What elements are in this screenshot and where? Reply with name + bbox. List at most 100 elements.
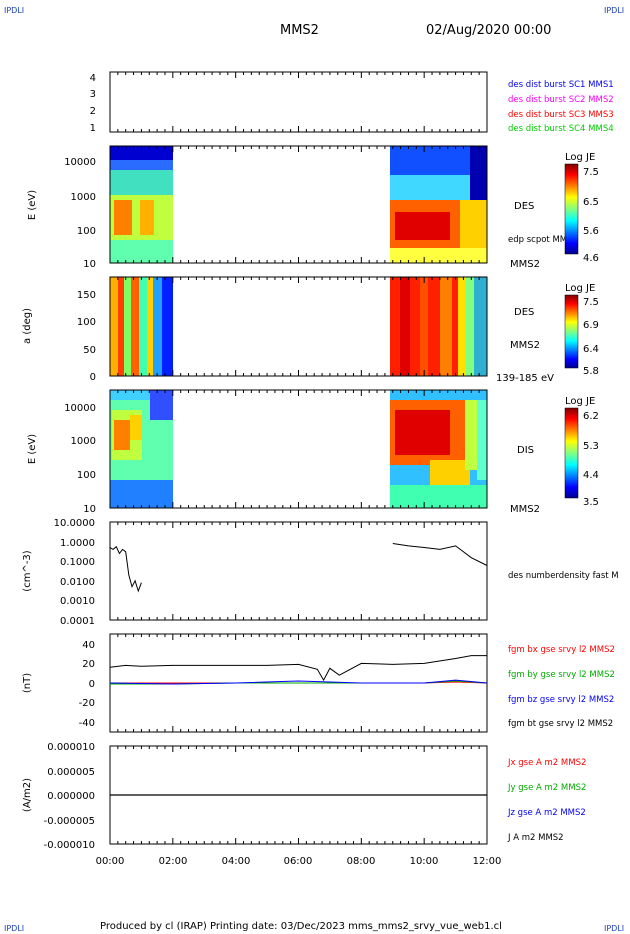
panel4-cbar-tick: 4.4 xyxy=(583,470,599,481)
x-tick-label: 04:00 xyxy=(222,856,251,867)
legend-fgm-bz: fgm bz gse srvy l2 MMS2 xyxy=(508,695,614,705)
panel3-ytick: 100 xyxy=(77,317,96,328)
bt-line xyxy=(109,655,487,682)
panel2-des-label: DES xyxy=(514,201,534,212)
panel2-cbar-tick: 7.5 xyxy=(583,167,599,178)
panel7-ytick: -0.000005 xyxy=(44,816,95,827)
panel3-des-label: DES xyxy=(514,307,534,318)
panel-electron-density: (cm^-3) 10.0000 1.0000 0.1000 0.0100 0.0… xyxy=(22,518,619,627)
des-energy-block-2 xyxy=(390,146,487,263)
panel6-ylabel: (nT) xyxy=(22,673,33,693)
dis-energy-block-2 xyxy=(390,390,487,508)
panel3-cbar-tick: 7.5 xyxy=(583,297,599,308)
panel-des-energy-spectrogram: E (eV) 10000 1000 100 10 DES edp scpot M… xyxy=(27,145,599,270)
panel5-ytick: 10.0000 xyxy=(54,518,95,529)
panel-des-pitch-angle-spectrogram: a (deg) 150 100 50 0 DES MMS2 139-185 eV… xyxy=(22,276,599,384)
des-pitch-block-2 xyxy=(390,277,487,376)
legend-fgm-bt: fgm bt gse srvy l2 MMS2 xyxy=(508,719,613,729)
panel-current-density: (A/m2) 0.000010 0.000005 0.000000 -0.000… xyxy=(22,742,586,851)
x-tick-label: 08:00 xyxy=(347,856,376,867)
panel3-cbar-tick: 6.4 xyxy=(583,344,599,355)
density-series xyxy=(109,543,488,593)
legend-jx: Jx gse A m2 MMS2 xyxy=(507,758,586,768)
panel4-colorbar xyxy=(564,407,579,499)
panel3-colorbar xyxy=(564,294,579,369)
panel3-energy-range: 139-185 eV xyxy=(496,373,554,384)
legend-j: J A m2 MMS2 xyxy=(507,833,564,843)
panel4-ylabel: E (eV) xyxy=(27,434,38,464)
legend-burst-sc1: des dist burst SC1 MMS1 xyxy=(508,80,614,90)
datetime-title: 02/Aug/2020 00:00 xyxy=(426,23,551,38)
panel3-ytick: 0 xyxy=(90,372,96,383)
x-axis-labels: 00:00 02:00 04:00 06:00 08:00 10:00 12:0… xyxy=(96,856,502,867)
panel3-ytick: 50 xyxy=(83,345,96,356)
panel6-ytick: 40 xyxy=(82,640,95,651)
magnetic-field-series xyxy=(109,655,488,685)
panel4-cbar-tick: 5.3 xyxy=(583,441,599,452)
panel1-ytick: 4 xyxy=(90,73,96,84)
panel7-ytick: 0.000010 xyxy=(47,742,95,753)
panel3-colorbar-title: Log JE xyxy=(565,283,595,294)
panel2-colorbar-title: Log JE xyxy=(565,152,595,163)
panel3-ytick: 150 xyxy=(77,290,96,301)
x-tick-label: 10:00 xyxy=(410,856,439,867)
panel5-ytick: 0.0010 xyxy=(60,596,95,607)
corner-label-top-right: IPDLI xyxy=(604,6,624,15)
panel1-ytick: 3 xyxy=(90,89,96,100)
x-tick-label: 12:00 xyxy=(473,856,502,867)
panel-magnetic-field: (nT) 40 20 0 -20 -40 fgm bx gse srvy l2 … xyxy=(22,633,615,733)
panel4-dis-label: DIS xyxy=(517,445,534,456)
panel3-cbar-tick: 5.8 xyxy=(583,366,599,377)
legend-burst-sc2: des dist burst SC2 MMS2 xyxy=(508,95,614,105)
panel2-mms2-label: MMS2 xyxy=(510,259,540,270)
panel4-cbar-tick: 6.2 xyxy=(583,411,599,422)
corner-label-top-left: IPDLI xyxy=(4,6,24,15)
density-line xyxy=(109,543,488,593)
x-tick-label: 06:00 xyxy=(284,856,313,867)
panel2-cbar-tick: 6.5 xyxy=(583,197,599,208)
panel4-ytick: 100 xyxy=(77,470,96,481)
panel7-ylabel: (A/m2) xyxy=(22,778,33,812)
panel5-ytick: 0.1000 xyxy=(60,557,95,568)
panel4-mms2-label: MMS2 xyxy=(510,504,540,515)
legend-fgm-by: fgm by gse srvy l2 MMS2 xyxy=(508,670,615,680)
dis-energy-block-1 xyxy=(110,390,173,508)
legend-fgm-bx: fgm bx gse srvy l2 MMS2 xyxy=(508,645,615,655)
spacecraft-title: MMS2 xyxy=(280,23,319,38)
panel5-ylabel: (cm^-3) xyxy=(22,550,33,591)
panel1-ytick: 1 xyxy=(90,123,96,134)
panel7-ytick: 0.000000 xyxy=(47,791,95,802)
panel-burst-indicator: 4 3 2 1 des dist burst SC1 MMS1 des dist… xyxy=(90,71,614,134)
panel4-cbar-tick: 3.5 xyxy=(583,497,599,508)
panel2-cbar-tick: 4.6 xyxy=(583,253,599,264)
panel1-frame xyxy=(109,71,488,133)
panel2-scpot-label: edp scpot MMS2 xyxy=(508,235,578,245)
des-energy-block-1 xyxy=(110,146,173,263)
panel4-ytick: 1000 xyxy=(71,436,96,447)
panel2-cbar-tick: 5.6 xyxy=(583,226,599,237)
corner-label-bottom-right: IPDLI xyxy=(604,924,624,933)
panel6-ytick: -20 xyxy=(79,698,95,709)
panel3-cbar-tick: 6.9 xyxy=(583,320,599,331)
corner-label-bottom-left: IPDLI xyxy=(4,924,24,933)
panel6-ytick: 20 xyxy=(82,659,95,670)
panel2-ytick: 10000 xyxy=(64,157,96,168)
panel5-frame xyxy=(109,521,488,621)
panel3-mms2-label: MMS2 xyxy=(510,340,540,351)
panel5-legend: des numberdensity fast M xyxy=(508,571,619,581)
x-tick-label: 02:00 xyxy=(159,856,188,867)
panel3-ylabel: a (deg) xyxy=(22,308,33,344)
x-tick-label: 00:00 xyxy=(96,856,125,867)
panel5-ytick: 1.0000 xyxy=(60,538,95,549)
legend-burst-sc3: des dist burst SC3 MMS3 xyxy=(508,110,614,120)
panel7-ytick: -0.000010 xyxy=(44,840,95,851)
legend-burst-sc4: des dist burst SC4 MMS4 xyxy=(508,124,614,134)
panel5-ytick: 0.0001 xyxy=(60,616,95,627)
panel6-ytick: -40 xyxy=(79,718,95,729)
panel6-ytick: 0 xyxy=(89,679,95,690)
panel2-ytick: 100 xyxy=(77,226,96,237)
legend-jy: Jy gse A m2 MMS2 xyxy=(507,783,586,793)
panel7-ytick: 0.000005 xyxy=(47,767,95,778)
des-pitch-block-1 xyxy=(110,277,173,376)
